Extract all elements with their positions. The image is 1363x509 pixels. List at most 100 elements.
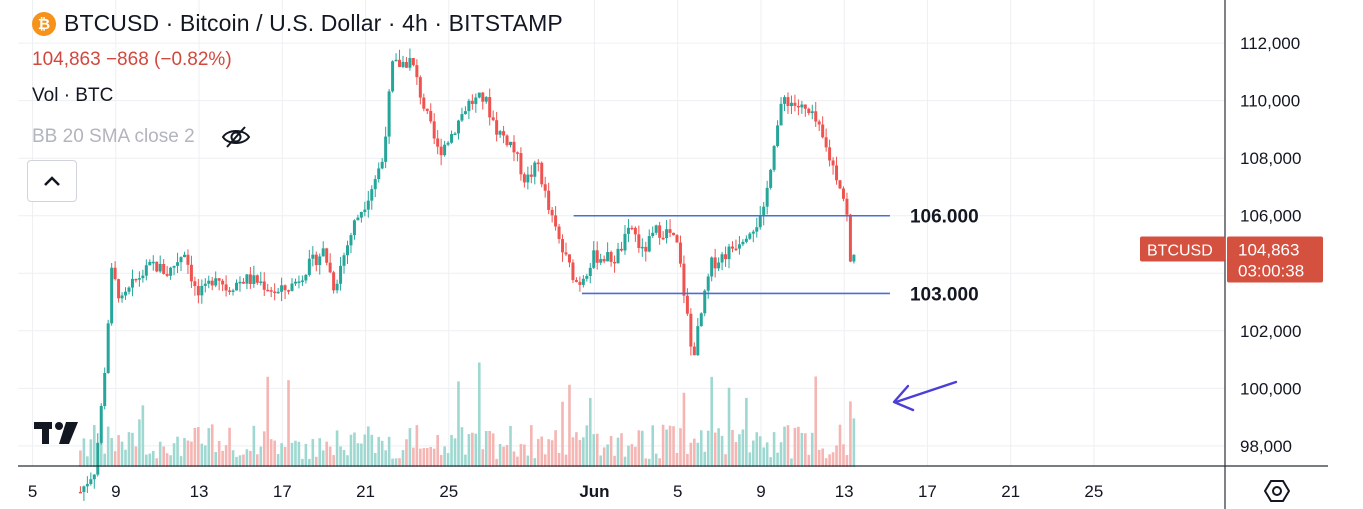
candle-body [554,215,558,227]
volume-bar [155,458,159,467]
volume-bar [516,456,519,467]
candle-body [533,162,537,177]
volume-bar [588,397,592,467]
candle-body [311,254,315,259]
eye-off-icon[interactable] [221,125,251,149]
collapse-legend-button[interactable] [27,160,77,202]
candle-body [789,102,793,107]
y-tick-label: 108,000 [1240,149,1301,168]
candle-body [477,92,481,98]
volume-bar [790,458,793,467]
volume-bar [810,432,814,467]
volume-bar [99,424,103,467]
x-tick-label: 13 [190,482,209,501]
volume-bar [738,434,741,467]
volume-bar [242,454,245,467]
volume-bar [349,434,353,467]
candle-body [148,261,152,266]
candle-body [342,255,346,266]
candle-body [429,110,433,122]
volume-bar [363,434,367,467]
settings-icon[interactable] [1264,478,1290,504]
volume-bar [675,453,679,467]
volume-bar [724,454,727,467]
bitcoin-logo-icon: ₿ [32,11,56,36]
volume-bar [557,452,561,467]
volume-bar [484,431,488,467]
volume-bar [238,455,242,467]
candle-body [515,152,519,154]
volume-bar [550,440,554,467]
candle-body [651,232,655,237]
volume-bar [731,429,734,467]
candle-body [391,61,395,92]
indicator-legend[interactable]: BB 20 SMA close 2 [32,125,251,149]
candle-body [78,491,82,494]
candle-body [592,250,596,268]
volume-bar [568,384,571,467]
price-change: 104,863 −868 (−0.82%) [32,49,232,70]
candle-body [176,262,180,266]
candle-body [169,267,173,276]
symbol-header[interactable]: ₿ BTCUSD · Bitcoin / U.S. Dollar · 4h · … [32,10,563,37]
volume-bar [755,432,759,467]
volume-bar [200,443,204,467]
volume-bar [748,452,752,467]
volume-bar [627,445,630,467]
candle-body [720,254,724,263]
candle-body [699,313,703,327]
candle-body [231,290,235,292]
volume-bar [328,446,332,467]
volume-bar [93,425,96,467]
volume-bar [283,446,287,467]
candle-body [366,200,370,210]
candle-body [786,97,790,107]
volume-bar [110,437,113,467]
volume-bar [523,444,526,467]
volume-bar [446,453,450,467]
candle-body [443,144,447,156]
volume-bar [249,450,252,467]
volume-bar [207,428,211,467]
volume-bar [509,425,512,467]
candle-body [484,97,488,102]
volume-bar [703,451,707,467]
candle-body [252,275,256,284]
volume-bar [800,432,804,467]
volume-bar [398,458,401,467]
volume-bar [741,429,745,467]
candle-body [672,232,676,236]
candle-body [235,282,239,291]
candle-body [314,254,318,266]
symbol-title: BTCUSD · Bitcoin / U.S. Dollar · 4h · BI… [64,10,563,36]
candle-body [280,285,284,292]
volume-bar [828,454,831,467]
volume-bar [276,454,280,467]
candle-body [304,274,308,281]
volume-bar [165,453,169,467]
volume-bar [266,376,270,467]
volume-legend[interactable]: Vol · BTC [32,85,114,106]
candle-body [838,180,842,189]
candle-body [630,227,634,230]
key-levels[interactable]: 106.000 103.000 [573,207,979,306]
candle-body [751,231,755,234]
volume-bar [158,441,162,467]
volume-bar [776,452,779,467]
candle-body [526,174,530,183]
volume-bar [661,424,665,467]
volume-bar [228,427,231,467]
candle-body [165,273,169,276]
volume-bar [817,449,821,467]
volume-bar [797,426,800,467]
candle-body [307,258,311,275]
volume-bar [783,426,786,467]
candle-body [221,280,225,285]
volume-bar [585,425,589,467]
candle-body [408,58,412,68]
candle-body [488,97,492,118]
volume-bar [464,454,467,467]
volume-bar [429,446,433,467]
